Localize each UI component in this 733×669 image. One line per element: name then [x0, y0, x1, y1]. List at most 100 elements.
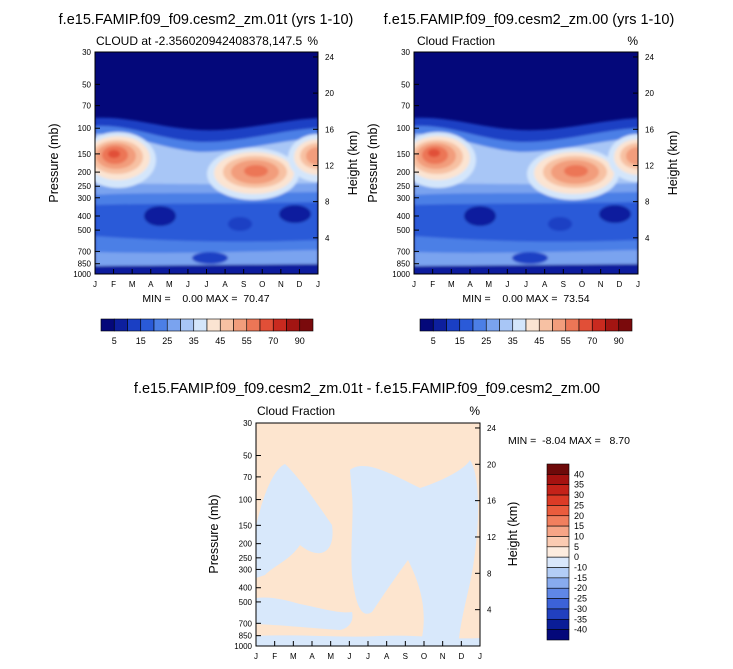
panel3-subtitle-right: %: [469, 404, 480, 418]
panel1-xtick-label: A: [148, 280, 154, 289]
panel2-colorbar-label: 70: [587, 336, 597, 346]
panel3-ytick-label: 400: [239, 584, 253, 593]
panel1-colorbar-label: 55: [242, 336, 252, 346]
panel2-xtick-label: M: [448, 280, 455, 289]
panel2-xtick-label: D: [616, 280, 622, 289]
panel2-colorbar-swatch: [485, 318, 500, 332]
panel2-ytick-label: 300: [397, 194, 411, 203]
panel3-colorbar-label: 35: [574, 480, 584, 490]
panel2-title: f.e15.FAMIP.f09_f09.cesm2_zm.00 (yrs 1-1…: [384, 12, 675, 28]
panel3-colorbar-swatch: [546, 484, 570, 496]
panel2-colorbar-label: 5: [431, 336, 436, 346]
panel3-ytick-label: 30: [243, 419, 252, 428]
panel3-colorbar-label: -40: [574, 625, 587, 635]
panel2-subtitle-left: Cloud Fraction: [417, 34, 495, 48]
panel3-colorbar-label: -15: [574, 573, 587, 583]
panel2-ytick-label: 250: [397, 182, 411, 191]
panel3-y2tick-label: 20: [487, 460, 496, 469]
panel1-colorbar-swatch: [180, 318, 195, 332]
panel2-colorbar-swatch: [472, 318, 487, 332]
panel2-ytick-label: 150: [397, 150, 411, 159]
panel3-xtick-label: M: [290, 652, 297, 661]
panel1-stats: MIN = 0.00 MAX = 70.47: [142, 293, 269, 305]
panel1-colorbar-swatch: [166, 318, 181, 332]
panel1-colorbar-swatch: [286, 318, 301, 332]
panel1-ytick-label: 700: [78, 247, 92, 256]
panel1-contour-field: [95, 52, 318, 274]
panel1-ytick-label: 500: [78, 226, 92, 235]
panel2-xtick-label: J: [636, 280, 640, 289]
panel3-colorbar-label: -25: [574, 594, 587, 604]
panel2-xtick-label: O: [579, 280, 585, 289]
panel2-colorbar-label: 25: [481, 336, 491, 346]
panel2-ytick-label: 400: [397, 212, 411, 221]
panel3-xtick-label: O: [421, 652, 427, 661]
panel3-contour-field: [256, 423, 480, 646]
panel1-xtick-label: S: [241, 280, 246, 289]
panel1-colorbar-swatch: [127, 318, 142, 332]
panel1-ytick-label: 30: [82, 48, 91, 57]
panel2-colorbar-swatch: [538, 318, 553, 332]
panel1-ytick-label: 1000: [73, 270, 91, 279]
panel3-colorbar-swatch: [546, 525, 570, 537]
panel1-colorbar-swatch: [140, 318, 155, 332]
panel1-colorbar-swatch: [193, 318, 208, 332]
panel1-colorbar-swatch: [233, 318, 248, 332]
panel3-y2tick-label: 16: [487, 497, 496, 506]
panel1-ytick-label: 50: [82, 80, 91, 89]
panel3-xtick-label: A: [384, 652, 390, 661]
panel3-ytick-label: 250: [239, 554, 253, 563]
panel3-colorbar-swatch: [546, 536, 570, 548]
panel2-ytick-label: 850: [397, 260, 411, 269]
panel1-colorbar-label: 45: [215, 336, 225, 346]
panel1-colorbar-swatch: [259, 318, 274, 332]
panel2-colorbar-swatch: [565, 318, 580, 332]
panel3-colorbar-swatch: [546, 556, 570, 568]
panel3-colorbar-swatch: [546, 587, 570, 599]
panel3-ytick-label: 50: [243, 451, 252, 460]
panel1-xtick-label: M: [129, 280, 136, 289]
panel3-xtick-label: N: [440, 652, 446, 661]
panel3-colorbar-swatch: [546, 515, 570, 527]
panel3-colorbar-swatch: [546, 494, 570, 506]
panel2-colorbar-swatch: [432, 318, 447, 332]
panel2-colorbar-label: 90: [614, 336, 624, 346]
panel1-xtick-label: J: [186, 280, 190, 289]
panel3-ytick-label: 700: [239, 619, 253, 628]
panel1-xtick-label: D: [297, 280, 303, 289]
panel3-colorbar-label: 15: [574, 521, 584, 531]
panel2-ytick-label: 200: [397, 168, 411, 177]
panel2-xtick-label: J: [524, 280, 528, 289]
panel2-colorbar-swatch: [525, 318, 540, 332]
panel1-y2tick-label: 24: [325, 53, 334, 62]
panel3-y2tick-label: 8: [487, 569, 492, 578]
panel1-y2label: Height (km): [346, 131, 360, 196]
panel3-colorbar-label: -30: [574, 604, 587, 614]
panel1-colorbar-swatch: [206, 318, 221, 332]
panel2-xtick-label: M: [485, 280, 492, 289]
panel2-colorbar-swatch: [618, 318, 633, 332]
panel3-y2tick-label: 4: [487, 606, 492, 615]
panel3-ytick-label: 300: [239, 565, 253, 574]
panel3-colorbar-swatch: [546, 546, 570, 558]
panel3-colorbar-label: -35: [574, 614, 587, 624]
panel2-ytick-label: 50: [401, 80, 410, 89]
panel3-colorbar-swatch: [546, 577, 570, 589]
panel3-y2tick-label: 24: [487, 424, 496, 433]
panel2-ytick-label: 70: [401, 102, 410, 111]
panel1-ytick-label: 150: [78, 150, 92, 159]
panel1-colorbar-label: 5: [112, 336, 117, 346]
panel3-colorbar-label: 10: [574, 531, 584, 541]
panel1-colorbar-label: 35: [189, 336, 199, 346]
panel2-ytick-label: 1000: [392, 270, 410, 279]
panel1-ylabel: Pressure (mb): [47, 123, 61, 202]
panel3-colorbar-swatch: [546, 505, 570, 517]
panel3-ytick-label: 500: [239, 598, 253, 607]
panel3-colorbar-label: 40: [574, 469, 584, 479]
panel1-colorbar-swatch: [100, 318, 115, 332]
panel1-title: f.e15.FAMIP.f09_f09.cesm2_zm.01t (yrs 1-…: [59, 12, 354, 28]
